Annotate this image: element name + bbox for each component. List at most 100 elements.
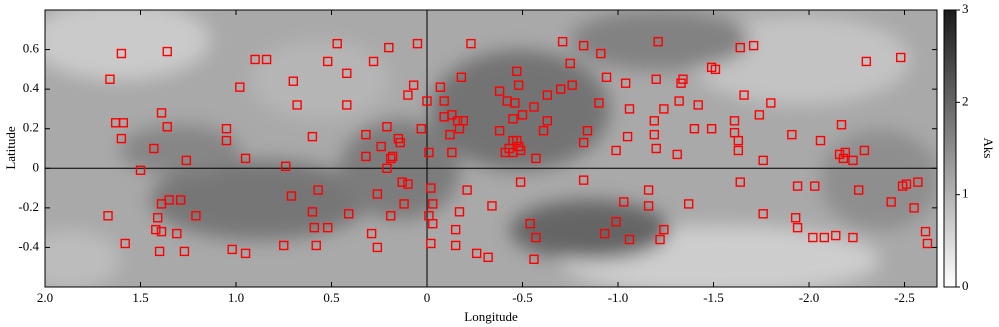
point [758,155,768,166]
point [120,238,130,249]
x-tick-label: 1.0 [228,290,244,305]
point [309,222,320,233]
point [655,234,665,245]
point [920,226,931,237]
point [578,137,589,148]
point [582,125,593,136]
point [426,183,436,193]
point [376,141,386,152]
point [513,80,524,90]
point [922,238,933,249]
extinction-map [45,10,937,287]
point [240,153,251,164]
point [508,114,518,124]
point [399,199,409,209]
point [531,232,541,243]
point [386,211,396,221]
x-tick-label: -0.5 [512,290,533,305]
point [422,96,432,106]
point [454,207,465,217]
point [227,244,237,255]
point [416,124,426,134]
point [909,203,919,213]
point [105,74,115,84]
point [848,232,858,243]
point [332,38,342,49]
x-tick-label: -1.0 [608,290,629,305]
point [261,54,272,65]
point [372,189,383,199]
point [116,48,127,59]
point [678,74,688,84]
point [748,40,759,51]
point [599,228,610,239]
point [175,195,186,205]
x-tick-label: 1.5 [132,290,148,305]
y-tick-label: -0.4 [18,238,39,253]
point [643,201,654,211]
point [758,209,768,219]
point [529,102,539,112]
point [510,98,520,108]
point [848,155,858,166]
point [279,240,289,251]
point [901,179,912,189]
point [840,147,851,158]
point [447,147,457,158]
point [179,246,190,257]
point [487,201,497,211]
colorbar [943,9,957,288]
point [525,218,535,229]
point [649,116,660,126]
point [683,199,694,209]
point [735,42,745,53]
point [152,213,163,223]
point [221,124,232,134]
point [307,131,318,142]
x-tick-label: 0.5 [323,290,339,305]
point [235,82,245,92]
point [428,218,438,229]
point [494,86,505,96]
point [649,129,660,140]
point [819,232,830,243]
point [191,211,201,221]
point [754,110,765,120]
point [620,78,631,88]
point [710,64,721,75]
point [424,147,434,158]
point [557,36,568,47]
point [515,145,526,156]
point [672,149,682,160]
point [456,72,467,82]
point [601,72,612,82]
point [397,177,407,187]
x-tick-label: -2.5 [894,290,915,305]
point [372,242,383,253]
point [250,54,260,65]
point [512,66,522,77]
y-axis-label: Latitude [3,126,18,170]
point [651,143,661,154]
point [384,42,394,53]
point [403,90,413,100]
point [342,100,352,110]
point [172,228,182,239]
point [162,122,172,132]
colorbar-tick-label: 1 [962,186,969,201]
point [149,143,159,154]
point [471,248,482,259]
point [156,226,167,237]
point [853,185,864,195]
point [622,131,633,142]
point [412,38,423,49]
y-tick-label: 0.6 [23,41,40,56]
y-tick-label: 0.4 [23,80,40,95]
point [428,199,438,209]
point [344,209,354,219]
point [382,163,392,173]
point [221,135,232,146]
y-tick-label: -0.2 [18,199,39,214]
point [500,147,511,158]
